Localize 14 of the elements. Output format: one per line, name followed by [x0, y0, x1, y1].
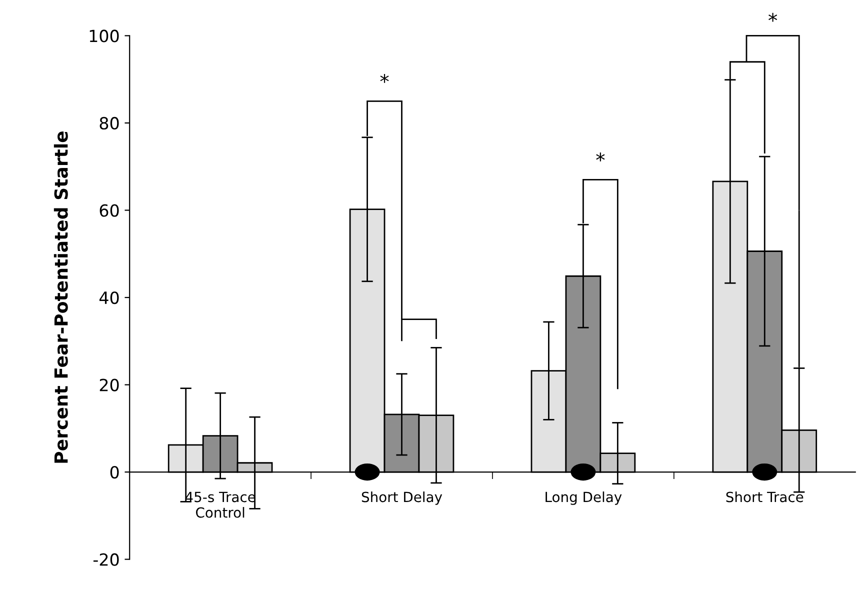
- annotation: *: [596, 152, 605, 162]
- annotation: *: [380, 74, 389, 83]
- x-tick-label: Short Delay: [362, 491, 442, 505]
- y-axis-title: Percent Fear-Potentiated Startle: [54, 131, 68, 463]
- y-tick-label: 40: [99, 291, 119, 304]
- y-tick-label: 60: [100, 204, 119, 217]
- y-tick-label: 20: [100, 378, 119, 392]
- y-tick-label: -20: [93, 553, 119, 566]
- text: *: [768, 12, 778, 22]
- y-tick-label: 100: [90, 30, 119, 42]
- x-tick-label: Short Trace: [726, 491, 804, 502]
- y-tick-label: 80: [100, 116, 119, 130]
- x-tick-label: Long Delay: [546, 491, 622, 505]
- y-tick-label: 0: [110, 466, 119, 479]
